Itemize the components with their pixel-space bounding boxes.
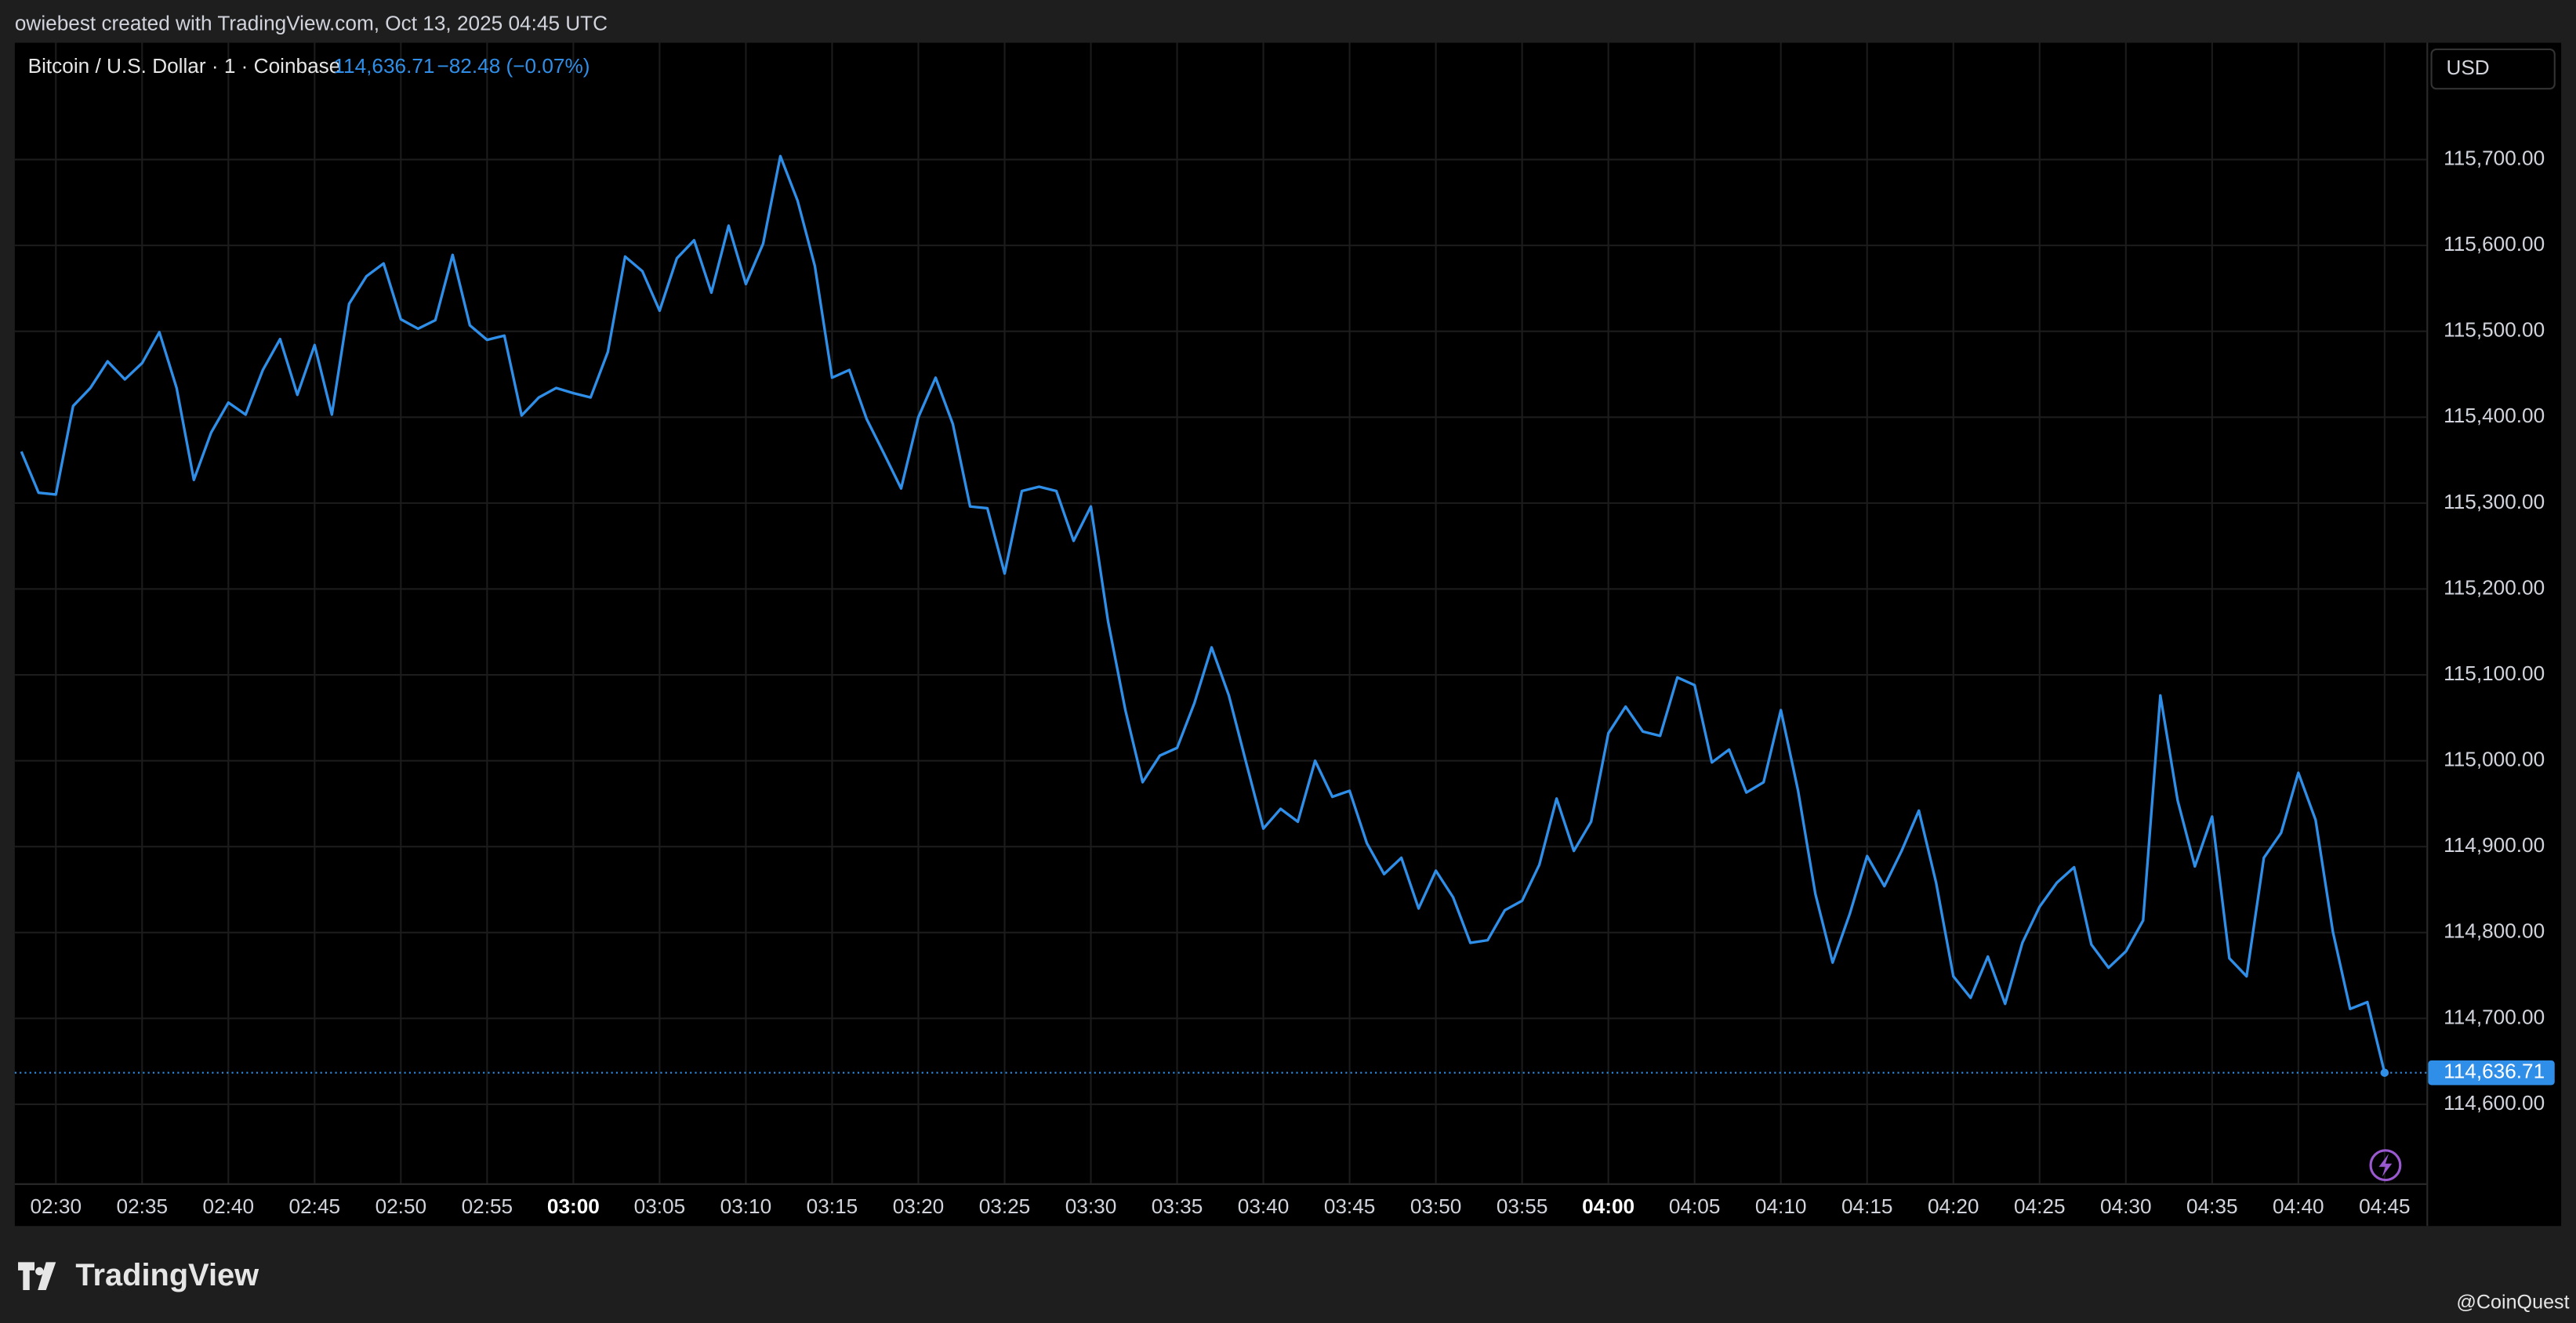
x-tick-label: 03:30 bbox=[1065, 1194, 1117, 1218]
price-line bbox=[20, 154, 2386, 1074]
price-axis bbox=[2426, 42, 2562, 1227]
y-tick-label: 115,300.00 bbox=[2444, 490, 2545, 513]
y-tick-label: 115,700.00 bbox=[2444, 146, 2545, 169]
x-tick-label: 04:30 bbox=[2100, 1194, 2152, 1218]
x-tick-label: 04:40 bbox=[2273, 1194, 2324, 1218]
header-text: owiebest created with TradingView.com, O… bbox=[15, 11, 608, 34]
plot-area bbox=[14, 42, 2427, 1183]
x-tick-label: 02:35 bbox=[117, 1194, 169, 1218]
y-tick-label: 114,700.00 bbox=[2444, 1005, 2545, 1028]
currency-button[interactable] bbox=[2430, 48, 2556, 90]
y-tick-label: 115,200.00 bbox=[2444, 575, 2545, 599]
legend-price: 114,636.71 bbox=[333, 54, 434, 78]
x-tick-label: 04:25 bbox=[2014, 1194, 2066, 1218]
x-tick-label: 04:05 bbox=[1669, 1194, 1721, 1218]
y-tick-label: 114,800.00 bbox=[2444, 919, 2545, 943]
x-tick-label: 04:35 bbox=[2186, 1194, 2238, 1218]
legend-symbol: Bitcoin / U.S. Dollar · 1 · Coinbase bbox=[28, 54, 341, 78]
brand-name: TradingView bbox=[75, 1258, 259, 1292]
x-tick-label: 02:30 bbox=[30, 1194, 82, 1218]
y-tick-label: 114,600.00 bbox=[2444, 1091, 2545, 1115]
last-price-label: 114,636.71 bbox=[2444, 1060, 2545, 1083]
x-tick-label: 02:40 bbox=[203, 1194, 255, 1218]
y-tick-label: 115,600.00 bbox=[2444, 232, 2545, 256]
y-tick-label: 115,000.00 bbox=[2444, 748, 2545, 771]
x-tick-label: 02:45 bbox=[289, 1194, 341, 1218]
logo-icon bbox=[18, 1262, 56, 1291]
time-axis bbox=[14, 1183, 2427, 1227]
x-tick-label: 03:45 bbox=[1324, 1194, 1376, 1218]
x-tick-label: 03:55 bbox=[1497, 1194, 1548, 1218]
lightning-icon[interactable] bbox=[2369, 1149, 2402, 1182]
x-tick-label: 03:25 bbox=[979, 1194, 1031, 1218]
x-tick-label: 03:50 bbox=[1410, 1194, 1462, 1218]
x-tick-label: 02:50 bbox=[376, 1194, 427, 1218]
x-tick-label: 03:15 bbox=[807, 1194, 858, 1218]
legend-change: −82.48 (−0.07%) bbox=[437, 54, 590, 78]
x-tick-label: 04:15 bbox=[1841, 1194, 1893, 1218]
currency-label[interactable]: USD bbox=[2446, 56, 2489, 79]
x-tick-label: 04:10 bbox=[1755, 1194, 1807, 1218]
y-tick-label: 115,400.00 bbox=[2444, 404, 2545, 427]
logo bbox=[18, 1262, 56, 1291]
x-tick-label: 02:55 bbox=[462, 1194, 513, 1218]
x-tick-label: 03:00 bbox=[547, 1194, 600, 1218]
x-tick-label: 04:00 bbox=[1582, 1194, 1634, 1218]
x-tick-label: 03:05 bbox=[634, 1194, 686, 1218]
x-tick-label: 03:10 bbox=[720, 1194, 772, 1218]
watermark: @CoinQuest bbox=[2456, 1291, 2569, 1313]
x-tick-label: 03:20 bbox=[893, 1194, 945, 1218]
x-tick-label: 03:40 bbox=[1238, 1194, 1290, 1218]
lightning-bolt bbox=[2378, 1154, 2393, 1177]
y-tick-label: 115,100.00 bbox=[2444, 662, 2545, 685]
x-tick-label: 04:20 bbox=[1928, 1194, 1979, 1218]
x-tick-label: 04:45 bbox=[2359, 1194, 2411, 1218]
last-point bbox=[2380, 1068, 2389, 1077]
last-price-tag bbox=[2428, 1060, 2555, 1086]
x-tick-label: 03:35 bbox=[1152, 1194, 1203, 1218]
y-tick-label: 114,900.00 bbox=[2444, 833, 2545, 857]
y-tick-label: 115,500.00 bbox=[2444, 318, 2545, 342]
